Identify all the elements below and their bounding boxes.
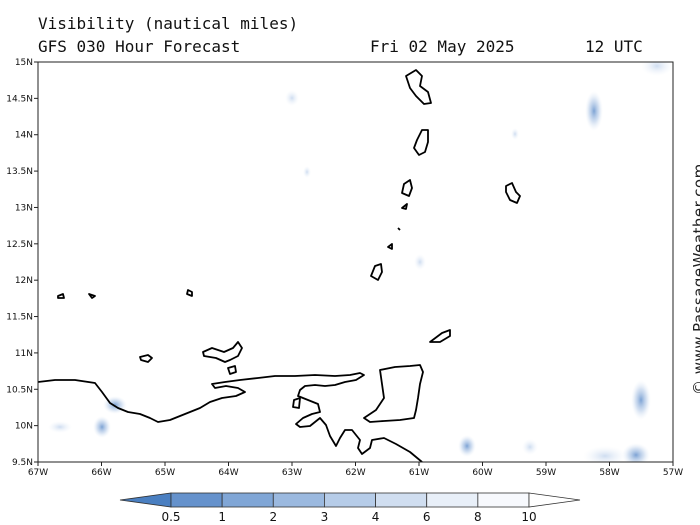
visibility-patch — [414, 254, 426, 270]
tobago-outline — [429, 329, 451, 343]
visibility-patch — [641, 62, 673, 76]
colorbar-segment — [477, 492, 530, 508]
colorbar-arrow-high — [528, 492, 581, 508]
coastlines — [38, 69, 521, 462]
visibility-shading — [48, 62, 673, 462]
lat-tick-label: 13.5N — [6, 167, 33, 177]
colorbar: 0.5 1 2 3 4 6 8 10 — [119, 492, 581, 524]
colorbar-label: 2 — [269, 510, 277, 524]
colorbar-label: 3 — [321, 510, 329, 524]
st-lucia-outline — [413, 129, 429, 156]
visibility-patch — [511, 128, 519, 140]
lon-tick-label: 58W — [599, 468, 619, 478]
colorbar-label: 6 — [423, 510, 431, 524]
colorbar-segment — [375, 492, 428, 508]
st-vincent-outline — [401, 179, 413, 197]
martinique-outline — [405, 69, 432, 105]
colorbar-segment — [221, 492, 274, 508]
lat-tick-label: 11.5N — [6, 313, 33, 323]
visibility-patch — [631, 380, 651, 420]
colorbar-segment — [426, 492, 479, 508]
lat-tick-label: 15N — [15, 58, 33, 68]
forecast-label: GFS 030 Hour Forecast — [38, 37, 241, 56]
lat-tick-label: 11N — [15, 349, 33, 359]
margarita-outline — [202, 341, 243, 363]
visibility-patch — [303, 166, 311, 178]
colorbar-arrow-low — [119, 492, 172, 508]
lat-tick-label: 12N — [15, 276, 33, 286]
colorbar-segment — [170, 492, 223, 508]
map-area — [38, 62, 673, 462]
visibility-patch — [583, 446, 627, 462]
peninsula-islet-outline — [292, 397, 301, 409]
grenada-outline — [370, 263, 383, 281]
grenadine-island — [397, 227, 401, 231]
la-orchila-outline — [88, 293, 96, 299]
lon-tick-label: 65W — [155, 468, 175, 478]
lon-tick-label: 66W — [91, 468, 111, 478]
carriacou-outline — [387, 243, 393, 250]
bequia-outline — [401, 203, 408, 210]
visibility-patch — [285, 90, 299, 106]
lat-tick-label: 14N — [15, 131, 33, 141]
visibility-patch — [48, 421, 72, 433]
visibility-patch — [522, 439, 538, 455]
lat-tick-label: 14.5N — [6, 94, 33, 104]
lon-tick-label: 62W — [345, 468, 365, 478]
colorbar-label: 10 — [521, 510, 536, 524]
map-title: Visibility (nautical miles) — [38, 14, 299, 33]
coche-outline — [227, 365, 237, 375]
colorbar-label: 1 — [218, 510, 226, 524]
forecast-time: 12 UTC — [585, 37, 643, 56]
la-blanquilla-outline — [186, 289, 193, 297]
colorbar-label: 0.5 — [161, 510, 180, 524]
colorbar-segment — [272, 492, 325, 508]
lat-tick-label: 10N — [15, 422, 33, 432]
lat-tick-label: 12.5N — [6, 240, 33, 250]
lon-tick-label: 59W — [536, 468, 556, 478]
axis-ticks: 9.5N 10N 10.5N 11N 11.5N 12N 12.5N 13N 13.5N 14N 1… — [6, 58, 683, 478]
lon-tick-label: 61W — [409, 468, 429, 478]
lon-tick-label: 60W — [472, 468, 492, 478]
forecast-date: Fri 02 May 2025 — [370, 37, 515, 56]
visibility-patch — [622, 443, 650, 462]
lon-tick-label: 67W — [28, 468, 48, 478]
los-roques-outline — [57, 293, 65, 299]
colorbar-label: 8 — [474, 510, 482, 524]
lon-tick-label: 64W — [218, 468, 238, 478]
visibility-patch — [93, 416, 111, 438]
south-american-coastline — [38, 372, 423, 462]
lat-tick-label: 10.5N — [6, 385, 33, 395]
lon-tick-label: 63W — [282, 468, 302, 478]
barbados-outline — [505, 182, 521, 204]
tortuga-outline — [139, 354, 153, 363]
lon-tick-label: 57W — [663, 468, 683, 478]
visibility-patch — [585, 91, 603, 131]
colorbar-label: 4 — [372, 510, 380, 524]
copyright-watermark: © www.PassageWeather.com — [690, 163, 700, 395]
visibility-patch — [458, 435, 476, 457]
colorbar-segment — [324, 492, 376, 508]
trinidad-outline — [363, 364, 424, 423]
lat-tick-label: 13N — [15, 203, 33, 213]
lat-tick-label: 9.5N — [12, 458, 33, 468]
